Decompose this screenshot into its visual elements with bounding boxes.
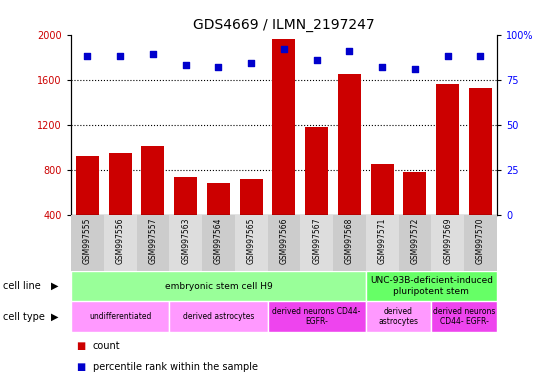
- Point: [181, 62, 190, 68]
- Bar: [207, 184, 230, 260]
- Title: GDS4669 / ILMN_2197247: GDS4669 / ILMN_2197247: [193, 18, 375, 32]
- Text: GSM997555: GSM997555: [83, 218, 92, 264]
- Bar: [338, 74, 361, 260]
- Bar: [136, 215, 169, 271]
- Bar: [366, 215, 399, 271]
- Bar: [174, 177, 197, 260]
- Bar: [300, 215, 333, 271]
- Bar: [431, 215, 464, 271]
- Bar: [366, 271, 497, 301]
- Point: [149, 51, 157, 58]
- Text: GSM997567: GSM997567: [312, 218, 321, 264]
- Point: [280, 46, 288, 52]
- Bar: [169, 215, 202, 271]
- Bar: [268, 215, 300, 271]
- Text: derived neurons CD44-
EGFR-: derived neurons CD44- EGFR-: [272, 307, 361, 326]
- Bar: [469, 88, 492, 260]
- Bar: [71, 215, 104, 271]
- Text: percentile rank within the sample: percentile rank within the sample: [93, 362, 258, 372]
- Text: GSM997568: GSM997568: [345, 218, 354, 264]
- Text: UNC-93B-deficient-induced
pluripotent stem: UNC-93B-deficient-induced pluripotent st…: [370, 276, 493, 296]
- Text: ■: ■: [76, 362, 86, 372]
- Bar: [202, 215, 235, 271]
- Text: derived astrocytes: derived astrocytes: [183, 312, 254, 321]
- Text: GSM997564: GSM997564: [214, 218, 223, 264]
- Bar: [141, 146, 164, 260]
- Text: derived
astrocytes: derived astrocytes: [378, 307, 419, 326]
- Text: GSM997569: GSM997569: [443, 218, 452, 264]
- Point: [378, 64, 387, 70]
- Point: [312, 57, 321, 63]
- Bar: [76, 156, 99, 260]
- Bar: [431, 301, 497, 332]
- Point: [214, 64, 223, 70]
- Text: undifferentiated: undifferentiated: [89, 312, 151, 321]
- Text: ▶: ▶: [51, 281, 58, 291]
- Text: cell line: cell line: [3, 281, 40, 291]
- Bar: [305, 127, 328, 260]
- Point: [83, 53, 92, 59]
- Bar: [366, 301, 431, 332]
- Text: GSM997565: GSM997565: [247, 218, 256, 264]
- Point: [116, 53, 124, 59]
- Bar: [333, 215, 366, 271]
- Bar: [235, 215, 268, 271]
- Text: ▶: ▶: [51, 312, 58, 322]
- Text: ■: ■: [76, 341, 86, 351]
- Bar: [240, 179, 263, 260]
- Point: [247, 60, 256, 66]
- Bar: [104, 215, 136, 271]
- Bar: [109, 153, 132, 260]
- Text: embryonic stem cell H9: embryonic stem cell H9: [164, 281, 272, 291]
- Bar: [71, 301, 169, 332]
- Text: GSM997570: GSM997570: [476, 218, 485, 264]
- Bar: [464, 215, 497, 271]
- Text: GSM997572: GSM997572: [411, 218, 419, 264]
- Text: GSM997566: GSM997566: [280, 218, 288, 264]
- Bar: [71, 271, 366, 301]
- Point: [411, 66, 419, 72]
- Bar: [371, 164, 394, 260]
- Text: GSM997563: GSM997563: [181, 218, 190, 264]
- Point: [345, 48, 354, 54]
- Bar: [403, 172, 426, 260]
- Bar: [399, 215, 431, 271]
- Bar: [169, 301, 268, 332]
- Bar: [268, 301, 366, 332]
- Text: derived neurons
CD44- EGFR-: derived neurons CD44- EGFR-: [433, 307, 495, 326]
- Text: GSM997557: GSM997557: [149, 218, 157, 264]
- Point: [443, 53, 452, 59]
- Text: GSM997571: GSM997571: [378, 218, 387, 264]
- Bar: [436, 84, 459, 260]
- Text: count: count: [93, 341, 121, 351]
- Point: [476, 53, 485, 59]
- Text: cell type: cell type: [3, 312, 45, 322]
- Bar: [272, 39, 295, 260]
- Text: GSM997556: GSM997556: [116, 218, 124, 264]
